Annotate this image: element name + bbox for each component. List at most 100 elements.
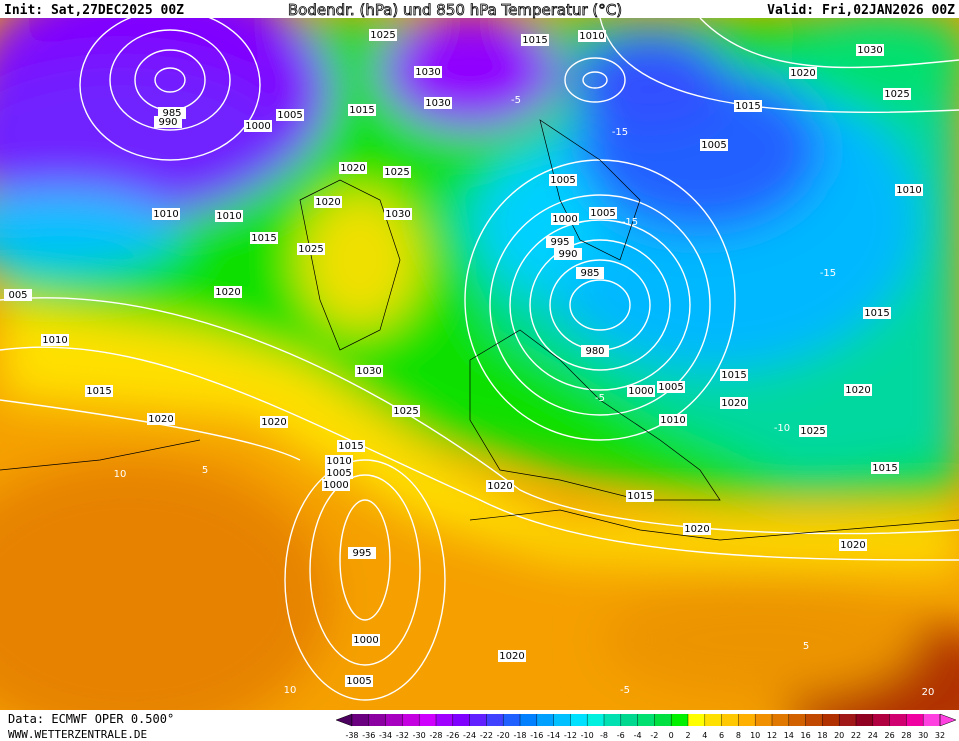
map-labels: 1025 1015 10101030102010251030103010051000… — [4, 29, 934, 698]
label-box — [85, 385, 113, 397]
colorbar-label: -24 — [463, 731, 476, 740]
pressure-label: 1005 — [346, 676, 371, 687]
label-box — [659, 414, 687, 426]
pressure-label: 1015 — [251, 233, 276, 244]
label-box — [424, 97, 452, 109]
colorbar-cell — [788, 714, 807, 726]
header-bg — [0, 0, 959, 18]
label-box — [348, 547, 376, 559]
pressure-label: 1010 — [326, 456, 351, 467]
label-box — [4, 289, 32, 301]
pressure-label: 1020 — [684, 524, 709, 535]
label-box — [576, 267, 604, 279]
pressure-label: 995 — [550, 237, 569, 248]
pressure-label: 1015 — [721, 370, 746, 381]
label-box — [720, 369, 748, 381]
colorbar-label: -18 — [513, 731, 526, 740]
label-box — [683, 523, 711, 535]
label-box — [546, 236, 574, 248]
colorbar-cell — [805, 714, 823, 726]
colorbar-label: -2 — [650, 731, 658, 740]
colorbar-cell — [570, 714, 588, 726]
pressure-label: 1005 — [550, 175, 575, 186]
init-time: Init: Sat,27DEC2025 00Z — [4, 3, 184, 18]
colorbar-cell — [604, 714, 622, 726]
colorbar-cell — [688, 714, 706, 726]
pressure-label: 1015 — [86, 386, 111, 397]
colorbar-cell — [755, 714, 773, 726]
temperature-label: 10 — [114, 469, 127, 480]
colorbar-label: 4 — [702, 731, 707, 740]
colorbar-label: -26 — [446, 731, 459, 740]
colorbar-label: -10 — [581, 731, 594, 740]
label-box — [352, 634, 380, 646]
colorbar-label: -36 — [362, 731, 375, 740]
colorbar-label: 32 — [935, 731, 945, 740]
colorbar-label: -38 — [345, 731, 358, 740]
pressure-label: 1010 — [579, 31, 604, 42]
label-box — [250, 232, 278, 244]
colorbar-cell — [872, 714, 891, 726]
colorbar-label: 28 — [901, 731, 911, 740]
label-box — [325, 455, 353, 467]
pressure-label: 1020 — [840, 540, 865, 551]
colorbar-label: 8 — [736, 731, 741, 740]
colorbar-cell — [654, 714, 672, 726]
label-box — [627, 385, 655, 397]
colorbar-label: 12 — [767, 731, 777, 740]
colorbar-label: 14 — [784, 731, 794, 740]
pressure-label: 1025 — [298, 244, 323, 255]
label-box — [863, 307, 891, 319]
colorbar-cell — [671, 714, 689, 726]
colorbar-cell — [704, 714, 723, 726]
colorbar-cell — [889, 714, 907, 726]
label-box — [700, 139, 728, 151]
colorbar-cell — [469, 714, 487, 726]
pressure-label: 1030 — [425, 98, 450, 109]
pressure-label: 1000 — [552, 214, 577, 225]
pressure-label: 1020 — [148, 414, 173, 425]
colorbar-cell — [721, 714, 739, 726]
temperature-label: -10 — [774, 423, 790, 434]
colorbar-label: -12 — [564, 731, 577, 740]
temperature-label: 5 — [202, 465, 208, 476]
label-box — [325, 467, 353, 479]
pressure-label: 1005 — [658, 382, 683, 393]
pressure-label: 1010 — [153, 209, 178, 220]
label-box — [856, 44, 884, 56]
label-box — [895, 184, 923, 196]
pressure-label: 1015 — [864, 308, 889, 319]
temperature-label: 10 — [284, 685, 297, 696]
colorbar-label: 6 — [719, 731, 724, 740]
temperature-label: -15 — [820, 268, 836, 279]
label-box — [322, 479, 350, 491]
label-box — [844, 384, 872, 396]
pressure-label: 1020 — [315, 197, 340, 208]
label-box — [244, 120, 272, 132]
data-source: Data: ECMWF OPER 0.500° — [8, 712, 174, 726]
colorbar-label: 2 — [685, 731, 690, 740]
label-box — [339, 162, 367, 174]
pressure-label: 1010 — [216, 211, 241, 222]
pressure-label: 1005 — [326, 468, 351, 479]
label-box — [589, 207, 617, 219]
pressure-label: 1025 — [884, 89, 909, 100]
label-box — [578, 30, 606, 42]
temperature-label: -5 — [595, 393, 605, 404]
pressure-label: 1015 — [735, 101, 760, 112]
site-name: WWW.WETTERZENTRALE.DE — [8, 728, 147, 741]
pressure-label: 1015 — [522, 35, 547, 46]
isobars — [0, 18, 959, 701]
label-box — [871, 462, 899, 474]
label-box — [657, 381, 685, 393]
colorbar-label: -4 — [634, 731, 642, 740]
pressure-label: 1030 — [857, 45, 882, 56]
label-box — [41, 334, 69, 346]
pressure-label: 1000 — [323, 480, 348, 491]
label-box — [551, 213, 579, 225]
temperature-label: -5 — [620, 685, 630, 696]
colorbar-label: -14 — [547, 731, 560, 740]
colorbar-label: 16 — [801, 731, 811, 740]
label-box — [486, 480, 514, 492]
